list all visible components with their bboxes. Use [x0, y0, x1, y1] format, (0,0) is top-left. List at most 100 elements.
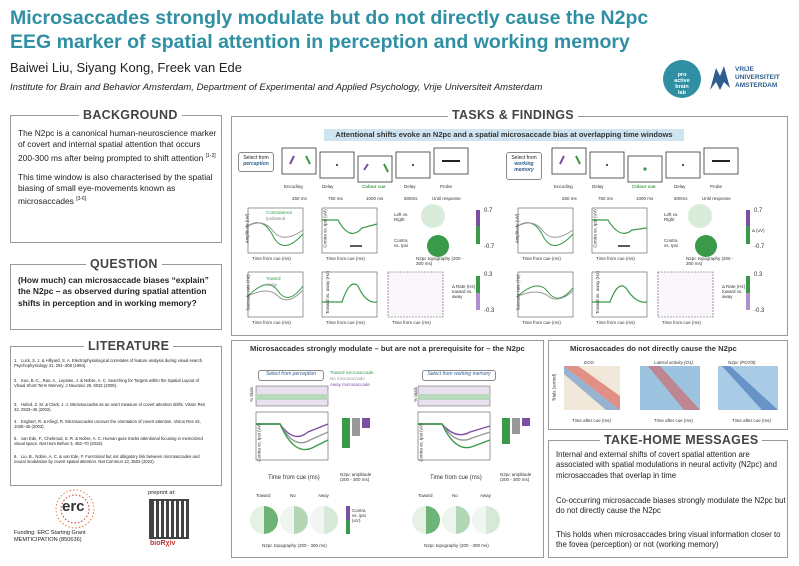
select-perception-label: Select from perception [258, 370, 324, 381]
select-memory-label: Select from working memory [422, 370, 496, 381]
memory-contra-ipsi-2: Contra vs. ipsi (uV) [418, 423, 424, 462]
literature-panel [10, 346, 222, 486]
perception-saccade-rate: Saccade rate (Hz) [245, 274, 251, 311]
modulate-scale-label: Contra vs. ipsi (uV) [352, 508, 366, 523]
modulate-title: Microsaccades strongly modulate – but ar… [250, 344, 525, 353]
memory-time-1: 250 ms [562, 196, 577, 201]
heatmap-time-axis-1: Time after cue (ms) [572, 418, 611, 423]
reference-1: 1. Luck, S. J. & Hillyard, S. A. Electrop… [14, 358, 204, 369]
perception-scale-lo2: -0.3 [484, 308, 495, 314]
memory-time-axis-4: Time from cue (ms) [596, 320, 635, 325]
heatmap-o1-title: Lateral activity (O1) [654, 360, 694, 365]
heatmap-n2pc-title: N2pc (PO7/8) [728, 360, 756, 365]
perception-left-right: Left vs. Right [394, 212, 409, 222]
modulate-legend-toward: Toward microsaccade [330, 370, 374, 375]
memory-toward-away: Toward vs. away (Hz) [595, 270, 601, 315]
modulate-legend-no: No microsaccade [330, 376, 365, 381]
lab-logo: pro active brain lab [663, 60, 701, 98]
memory-time-axis-3: Time from cue (ms) [522, 320, 561, 325]
question-text: (How much) can microsaccade biases “expl… [18, 275, 209, 308]
takehome-msg-1: Internal and external shifts of covert s… [556, 450, 778, 480]
topo-no-label: No [290, 493, 296, 498]
modulate-legend-away: Away microsaccade [330, 382, 370, 387]
perception-stage-2: Delay [322, 184, 334, 189]
modulate-topo-caption-mem: N2pc topography (200 - 300 ms) [424, 543, 489, 548]
erc-logo-text: erc [62, 498, 85, 515]
modulate-plots [255, 385, 530, 461]
memory-stage-1: Encoding [554, 184, 573, 189]
perception-time-axis-4: Time from cue (ms) [326, 320, 365, 325]
memory-time-5: Until response [702, 196, 731, 201]
memory-uv-label: Δ (uV) [752, 228, 765, 233]
vu-logo-text: VRIJE UNIVERSITEIT AMSTERDAM [735, 66, 780, 89]
perception-erp-plots [247, 204, 480, 318]
memory-stage-2: Delay [592, 184, 604, 189]
trials-sorted-label: Trials (sorted) [551, 373, 557, 402]
perception-stage-4: Delay [404, 184, 416, 189]
qr-code[interactable] [149, 499, 189, 539]
perception-time-axis-5: Time from cue (ms) [392, 320, 431, 325]
memory-left-right: Left vs. Right [664, 212, 679, 222]
background-panel [10, 115, 222, 243]
perception-ipsilateral-label: Ipsilateral [266, 216, 286, 221]
perception-time-4: 500ms [404, 196, 418, 201]
erc-logo-icon [55, 489, 95, 529]
perception-rate-label: Δ Rate (Hz) toward vs. away [452, 284, 476, 299]
memory-saccade-rate: Saccade rate (Hz) [515, 274, 521, 311]
topo-toward-label-mem: Toward [418, 493, 433, 498]
perception-stage-1: Encoding [284, 184, 303, 189]
memory-topo-label: N2pc topography (200 - 300 ms) [686, 256, 734, 266]
perception-time-5: Until response [432, 196, 461, 201]
memory-trial-sequence [551, 147, 739, 183]
memory-time-2: 750 ms [598, 196, 613, 201]
memory-time-3: 1000 ms [636, 196, 654, 201]
preprint-label: preprint at: [148, 490, 176, 496]
background-title: BACKGROUND [79, 108, 182, 122]
perception-time-axis-6: Time from cue (ms) [268, 475, 320, 481]
memory-contra-vs-ipsi: Contra vs. Ipsi [664, 238, 679, 248]
heatmap-time-axis-3: Time after cue (ms) [732, 418, 771, 423]
vu-griffin-logo [710, 66, 730, 90]
affiliation: Institute for Brain and Behavior Amsterd… [10, 82, 543, 93]
authors: Baiwei Liu, Siyang Kong, Freek van Ede [10, 60, 242, 75]
perception-scale-hi2: 0.3 [484, 272, 493, 278]
tasks-banner: Attentional shifts evoke an N2pc and a s… [324, 129, 684, 141]
perception-contra-ipsi-2: Contra vs. ipsi (uV) [256, 423, 262, 462]
memory-scale-hi2: 0.3 [754, 272, 763, 278]
not-cause-title: Microsaccades do not directly cause the … [570, 344, 737, 353]
memory-erp-plots [517, 204, 750, 318]
perception-scale-hi: 0.7 [484, 208, 493, 214]
memory-time-axis-6: Time from cue (ms) [430, 475, 482, 481]
heatmap-eog-title: EOG [584, 360, 595, 365]
perception-contra-ipsi-label: Contra vs. ipsi (uV) [322, 209, 328, 248]
takehome-msg-2: Co-occurring microsaccade biases strongl… [556, 496, 786, 516]
perception-trial-sequence [281, 147, 469, 183]
topo-away-label-mem: Away [480, 493, 491, 498]
funding: Funding: ERC Starting Grant MEMTICIPATION… [14, 530, 86, 543]
heatmap-time-axis-2: Time after cue (ms) [654, 418, 693, 423]
perception-stage-3: Colour cue [362, 184, 386, 189]
takehome-msg-3: This holds when microsaccades bring visu… [556, 530, 781, 550]
takehome-title: TAKE-HOME MESSAGES [600, 433, 763, 447]
literature-title: LITERATURE [84, 339, 174, 353]
background-text: The N2pc is a canonical human-neuroscien… [18, 128, 217, 207]
perception-toward-away: Toward vs. away (Hz) [325, 270, 331, 315]
perception-time-axis-2: Time from cue (ms) [326, 256, 365, 261]
memory-scale-hi: 0.7 [754, 208, 763, 214]
memory-stage-3: Colour cue [632, 184, 656, 189]
select-perception-box: Select from perception [238, 152, 274, 172]
memory-scale-lo2: -0.3 [754, 308, 765, 314]
perception-away-label: Away [266, 282, 277, 287]
perception-topo-label: N2pc topography (200 - 300 ms) [416, 256, 464, 266]
memory-time-axis-5: Time from cue (ms) [662, 320, 701, 325]
memory-time-axis-1: Time from cue (ms) [522, 256, 561, 261]
perception-amplitude-label: Amplitude (uV) [244, 213, 250, 244]
memory-time-4: 500ms [674, 196, 688, 201]
perception-time-1: 250 ms [292, 196, 307, 201]
memory-amplitude-label: Amplitude (uV) [514, 213, 520, 244]
memory-contra-ipsi-label: Contra vs. ipsi (uV) [592, 209, 598, 248]
topo-toward-label: Toward [256, 493, 271, 498]
question-panel [10, 264, 222, 330]
memory-stage-5: Probe [710, 184, 723, 189]
memory-scale-lo: -0.7 [754, 244, 765, 250]
